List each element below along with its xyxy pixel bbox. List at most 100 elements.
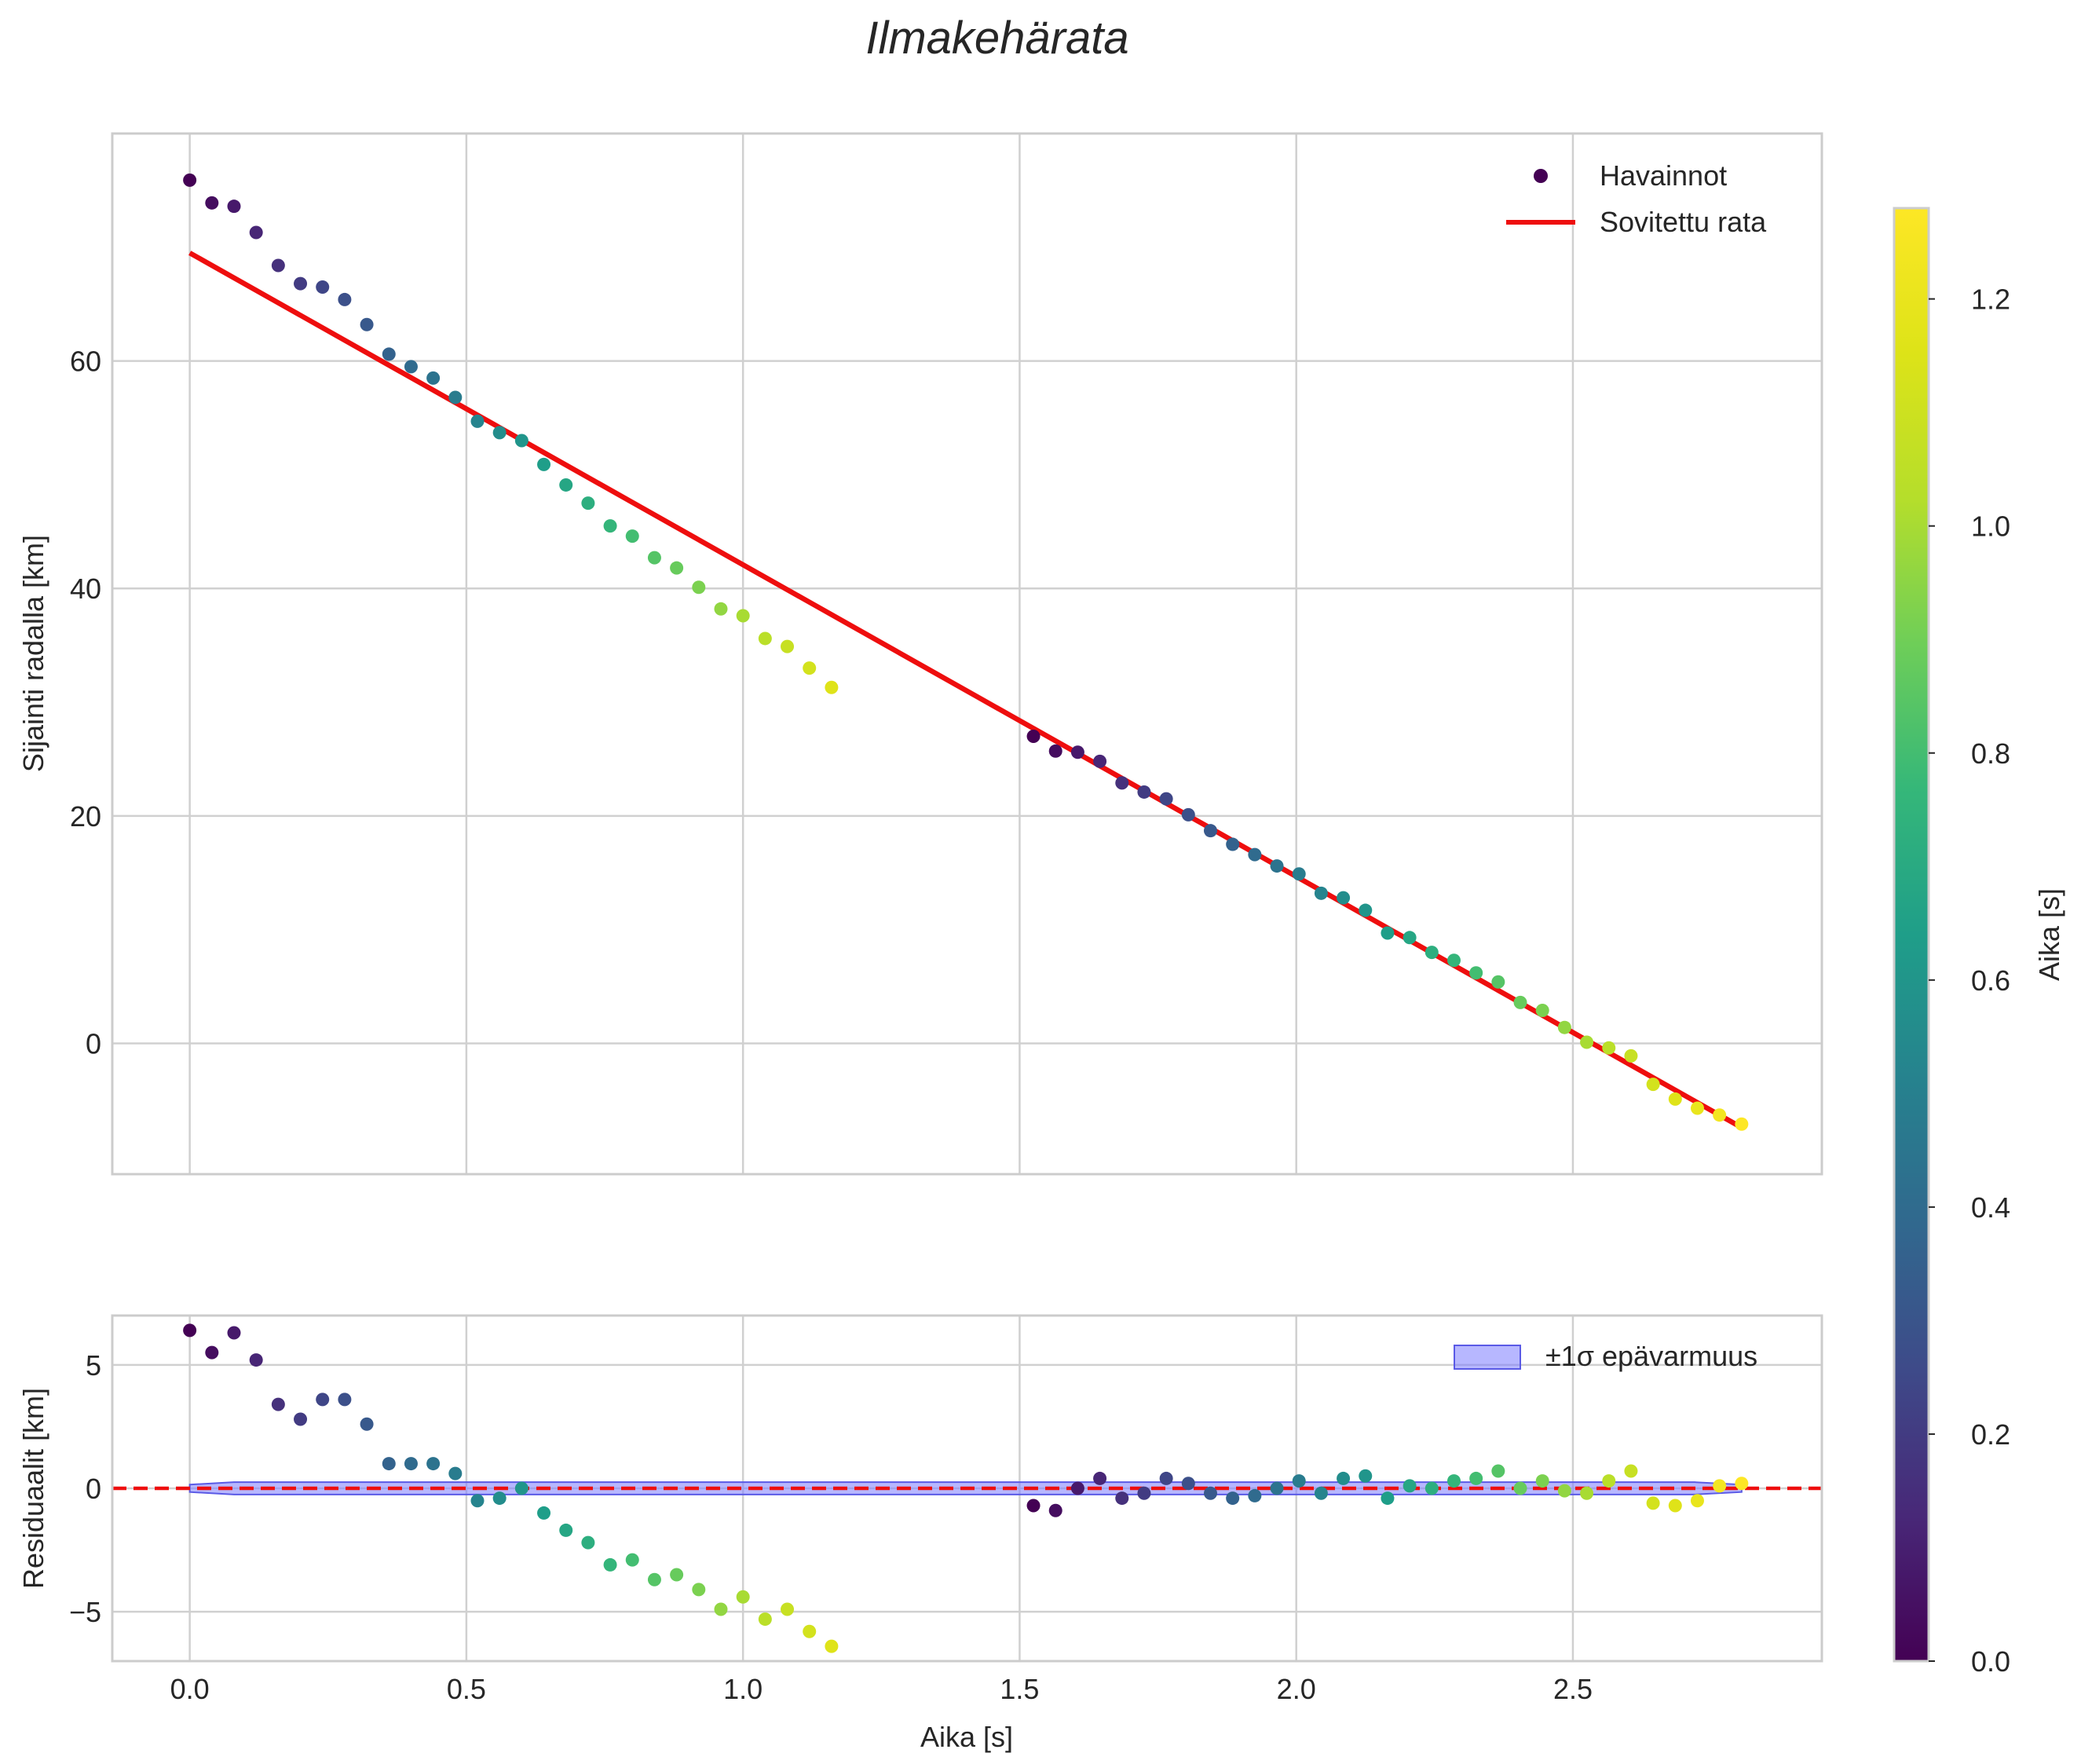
colorbar-gradient <box>1893 207 1930 1663</box>
observation-point-1-28 <box>1646 1078 1660 1092</box>
residual-point-1-20 <box>1469 1471 1483 1485</box>
colorbar-tick-label-2: 0.4 <box>1971 1191 2010 1224</box>
observation-point-1-15 <box>1359 903 1373 917</box>
colorbar-tick-label-4: 0.8 <box>1971 737 2010 770</box>
observation-point-0-19 <box>603 519 617 533</box>
observation-point-0-28 <box>803 661 817 675</box>
legend-band-marker <box>1454 1345 1521 1370</box>
residual-point-1-4 <box>1115 1491 1129 1506</box>
observation-point-0-0 <box>183 173 197 187</box>
observation-point-1-10 <box>1248 847 1262 862</box>
residual-point-0-20 <box>625 1553 639 1567</box>
residual-point-0-8 <box>360 1417 374 1431</box>
residual-point-0-9 <box>382 1457 396 1471</box>
residual-point-0-21 <box>647 1572 661 1587</box>
residual-point-0-11 <box>426 1457 441 1471</box>
observation-point-1-12 <box>1292 867 1306 881</box>
observation-point-1-18 <box>1425 946 1439 960</box>
observation-point-0-6 <box>316 280 330 294</box>
observation-point-1-25 <box>1580 1035 1594 1049</box>
legend-scatter-marker <box>1534 169 1548 183</box>
residual-point-1-27 <box>1624 1464 1638 1478</box>
x-tick-label-2: 1.0 <box>723 1673 763 1705</box>
residual-point-0-14 <box>492 1491 507 1506</box>
observation-point-1-17 <box>1403 931 1417 945</box>
observation-point-0-18 <box>581 496 595 511</box>
trajectory-panel: 0 20 40 60 Sijainti radalla [km] Havainnot … <box>17 132 1823 1176</box>
residual-frame <box>111 1314 1823 1663</box>
residual-point-1-9 <box>1226 1491 1240 1506</box>
observation-point-1-2 <box>1070 745 1084 759</box>
colorbar: 0.0 0.2 0.4 0.6 0.8 1.0 1.2 Aika [s] <box>1893 207 2065 1678</box>
trajectory-y-ticks: 0 20 40 60 <box>70 346 101 1060</box>
colorbar-tick-label-1: 0.2 <box>1971 1418 2010 1451</box>
observation-point-1-23 <box>1535 1003 1549 1017</box>
observation-point-1-5 <box>1137 785 1151 799</box>
residual-point-0-15 <box>514 1481 528 1495</box>
colorbar-tick-label-5: 1.0 <box>1971 511 2010 543</box>
observation-point-1-11 <box>1270 859 1284 873</box>
residual-point-0-7 <box>338 1393 352 1407</box>
observation-point-1-27 <box>1624 1049 1638 1063</box>
residual-point-0-3 <box>249 1353 263 1367</box>
observation-point-1-31 <box>1713 1108 1727 1122</box>
colorbar-tick-label-0: 0.0 <box>1971 1645 2010 1678</box>
residual-point-1-10 <box>1248 1488 1262 1502</box>
observation-point-0-15 <box>514 434 528 448</box>
observation-point-0-20 <box>625 529 639 543</box>
colorbar-tick-label-6: 1.2 <box>1971 284 2010 316</box>
observation-point-0-3 <box>249 225 263 240</box>
observation-point-0-17 <box>559 478 573 492</box>
residual-point-1-5 <box>1137 1486 1151 1500</box>
residual-point-0-13 <box>470 1494 485 1508</box>
observation-point-1-7 <box>1181 807 1195 822</box>
observation-point-1-8 <box>1203 824 1217 838</box>
observation-point-0-12 <box>448 390 463 404</box>
residual-y-label: Residuaalit [km] <box>17 1388 49 1589</box>
observation-point-0-9 <box>382 347 396 361</box>
residual-point-1-19 <box>1446 1474 1461 1488</box>
x-tick-label-4: 2.0 <box>1277 1673 1316 1705</box>
residual-points <box>183 1323 1749 1653</box>
residual-point-1-13 <box>1314 1486 1328 1500</box>
legend-band-label: ±1σ epävarmuus <box>1545 1340 1757 1372</box>
observation-point-0-23 <box>692 580 706 595</box>
residual-point-1-28 <box>1646 1496 1660 1510</box>
observation-point-1-26 <box>1602 1041 1616 1055</box>
residual-point-0-18 <box>581 1535 595 1550</box>
observation-point-1-4 <box>1115 776 1129 790</box>
residual-point-0-5 <box>294 1412 308 1426</box>
observation-point-0-13 <box>470 414 485 428</box>
residual-point-0-12 <box>448 1466 463 1480</box>
residual-point-1-18 <box>1425 1481 1439 1495</box>
observation-point-0-4 <box>271 258 285 273</box>
residual-point-0-4 <box>271 1397 285 1411</box>
observation-point-0-25 <box>736 609 750 623</box>
residual-point-0-6 <box>316 1393 330 1407</box>
bottom-ytick-label-0: −5 <box>69 1596 101 1628</box>
residual-point-1-6 <box>1159 1471 1173 1485</box>
residual-point-0-28 <box>803 1624 817 1638</box>
residual-point-1-29 <box>1668 1499 1682 1513</box>
residual-point-0-17 <box>559 1523 573 1537</box>
observation-point-0-27 <box>781 639 795 653</box>
trajectory-plot-area <box>112 134 1822 1174</box>
observation-point-1-32 <box>1735 1117 1749 1131</box>
residual-point-1-30 <box>1690 1494 1704 1508</box>
top-ytick-label-3: 60 <box>70 346 101 378</box>
residual-legend: ±1σ epävarmuus <box>1454 1340 1757 1372</box>
observation-point-1-16 <box>1381 926 1395 940</box>
trajectory-y-label: Sijainti radalla [km] <box>17 535 49 772</box>
residual-point-1-7 <box>1181 1477 1195 1491</box>
residual-point-0-22 <box>670 1568 684 1582</box>
top-ytick-label-1: 20 <box>70 800 101 833</box>
observation-point-0-26 <box>758 631 772 646</box>
observation-points <box>183 173 1749 1131</box>
residual-point-1-32 <box>1735 1477 1749 1491</box>
trajectory-frame <box>111 132 1823 1176</box>
bottom-ytick-label-2: 5 <box>86 1349 101 1382</box>
trajectory-grid <box>112 134 1822 1174</box>
residual-point-1-12 <box>1292 1474 1306 1488</box>
residual-point-1-8 <box>1203 1486 1217 1500</box>
observation-point-0-24 <box>714 602 728 616</box>
